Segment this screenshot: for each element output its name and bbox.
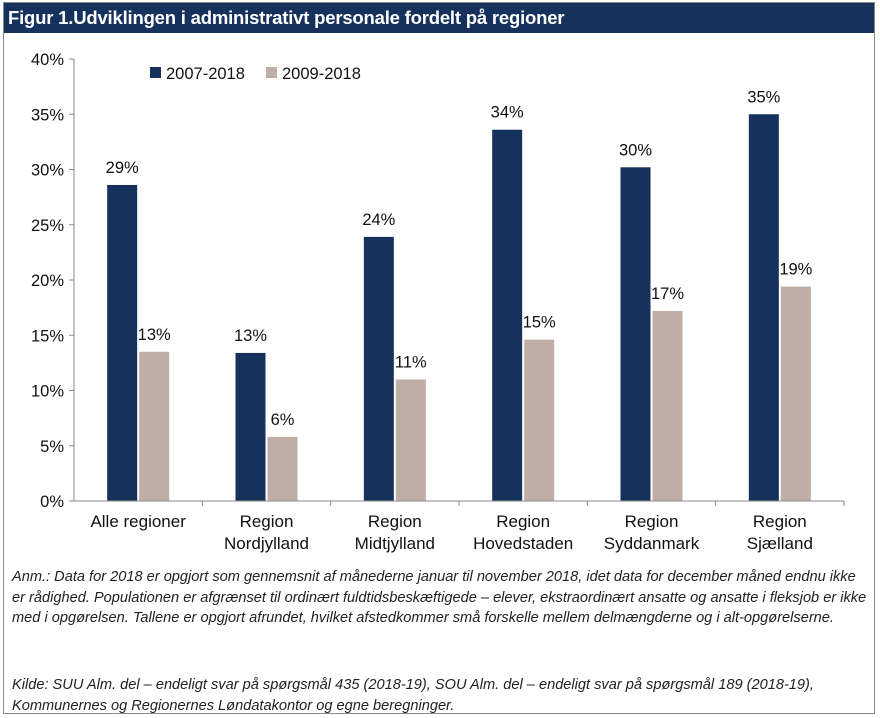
bar-2007-2018 (748, 114, 779, 501)
x-tick-label: Region (753, 512, 807, 531)
bar-2009-2018 (780, 286, 811, 501)
data-label: 24% (362, 211, 395, 229)
data-label: 30% (619, 141, 652, 159)
y-tick-label: 0% (40, 493, 64, 511)
x-tick-label: Alle regioner (90, 512, 186, 531)
data-label: 17% (651, 285, 684, 303)
figure-frame: Figur 1.Udviklingen i administrativt per… (3, 2, 875, 714)
legend-swatch-2007-2018 (150, 67, 161, 78)
bar-2007-2018 (235, 352, 266, 501)
legend-label: 2009-2018 (282, 65, 361, 83)
x-tick-label: Sjælland (747, 534, 813, 553)
y-tick-label: 30% (31, 162, 64, 180)
x-tick-label: Hovedstaden (473, 534, 573, 553)
y-tick-label: 25% (31, 217, 64, 235)
data-label: 6% (271, 411, 295, 429)
data-label: 35% (747, 88, 780, 106)
x-tick-label: Region (240, 512, 294, 531)
bar-2009-2018 (139, 351, 170, 501)
figure-title: Figur 1.Udviklingen i administrativt per… (4, 3, 874, 33)
bar-2009-2018 (524, 339, 555, 501)
y-tick-label: 40% (31, 51, 64, 69)
data-label: 15% (523, 314, 556, 332)
x-tick-label: Region (496, 512, 550, 531)
x-tick-label: Midtjylland (355, 534, 435, 553)
bar-2009-2018 (652, 310, 683, 501)
data-label: 19% (779, 261, 812, 279)
y-tick-label: 5% (40, 438, 64, 456)
bar-2009-2018 (395, 379, 426, 501)
figure-note: Anm.: Data for 2018 er opgjort som genne… (12, 569, 867, 626)
data-label: 13% (234, 327, 267, 345)
bar-chart: 0% 5% 10% 15% 20% 25% 30% 35% 40% 29% 13% Alle regi… (31, 51, 845, 553)
y-tick-label: 15% (31, 327, 64, 345)
bar-2007-2018 (620, 167, 651, 502)
bar-2007-2018 (107, 184, 138, 501)
x-tick-label: Region (625, 512, 679, 531)
x-tick-label: Syddanmark (604, 534, 700, 553)
bar-2007-2018 (492, 129, 523, 501)
data-label: 29% (106, 159, 139, 177)
legend-swatch-2009-2018 (266, 67, 277, 78)
y-tick-label: 20% (31, 272, 64, 290)
x-tick-label: Region (368, 512, 422, 531)
data-label: 11% (395, 353, 427, 371)
data-label: 34% (491, 104, 524, 122)
figure-source: Kilde: SUU Alm. del – endeligt svar på s… (12, 677, 814, 714)
x-tick-label: Nordjylland (224, 534, 309, 553)
y-tick-label: 35% (31, 106, 64, 124)
bar-2009-2018 (267, 436, 298, 501)
bar-2007-2018 (363, 236, 394, 501)
data-label: 13% (138, 326, 171, 344)
legend-label: 2007-2018 (166, 65, 245, 83)
y-tick-label: 10% (31, 383, 64, 401)
